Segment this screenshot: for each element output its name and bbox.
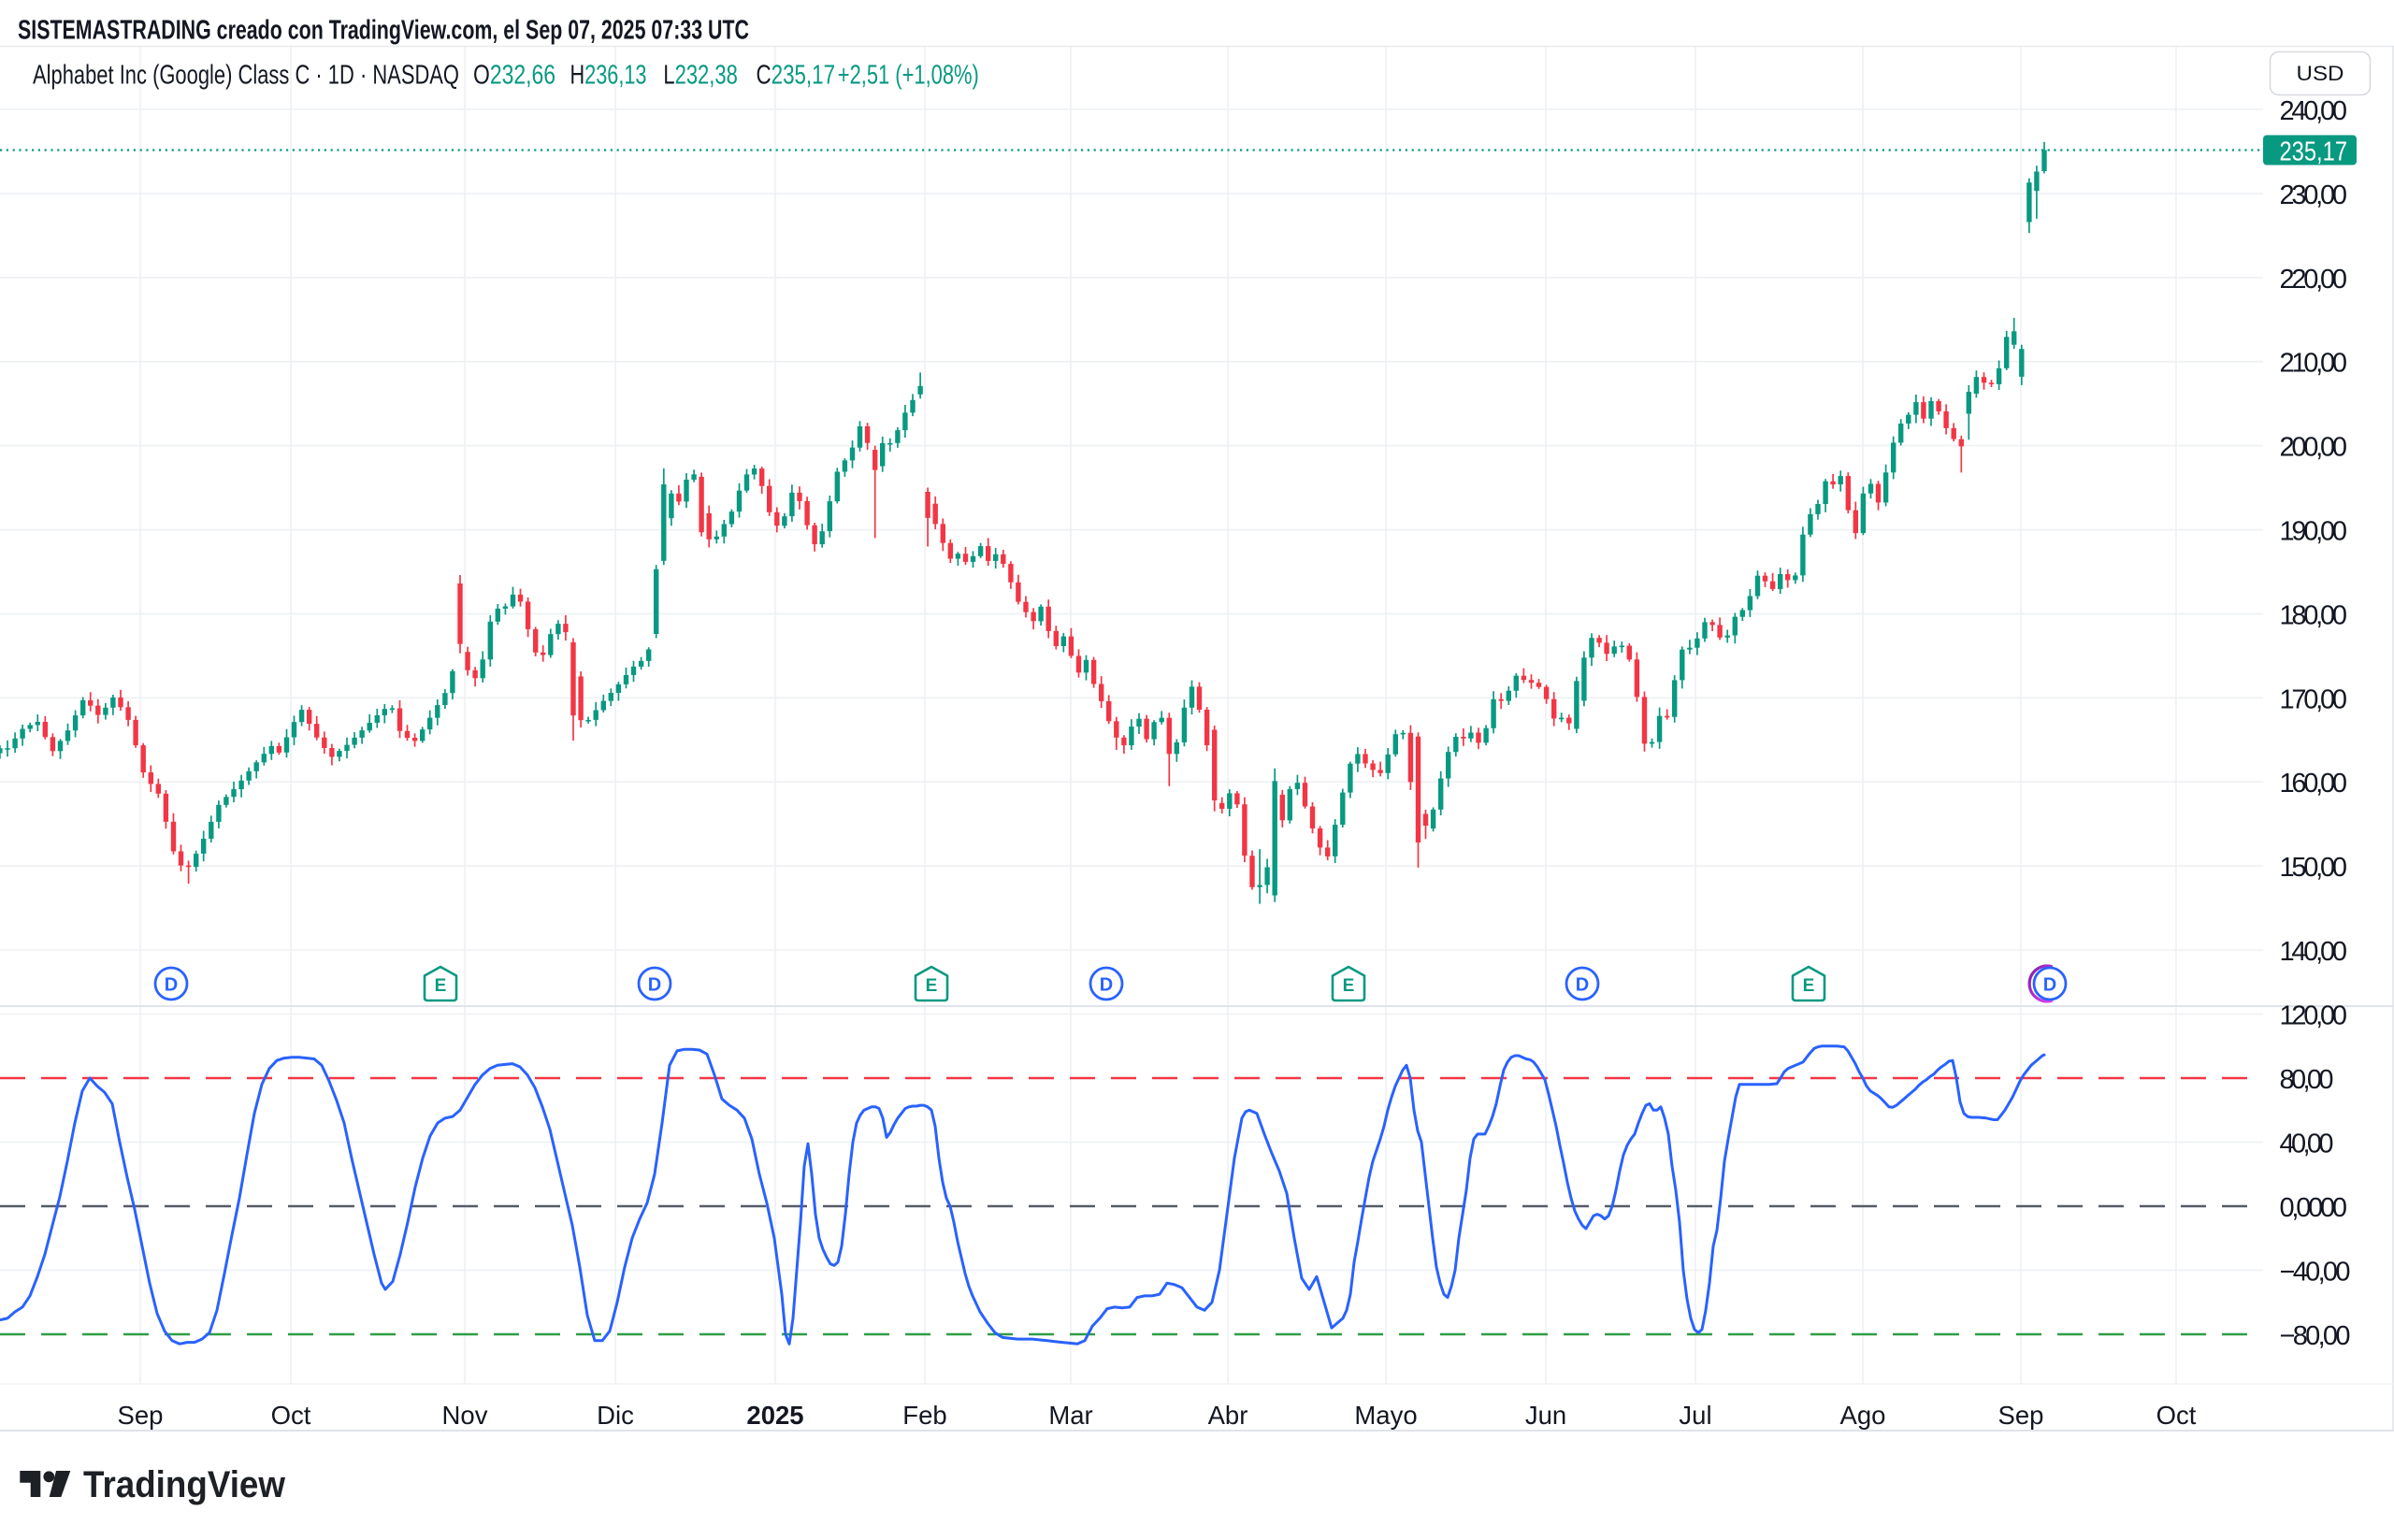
svg-text:240,00: 240,00 bbox=[2280, 96, 2348, 126]
svg-text:160,00: 160,00 bbox=[2280, 769, 2348, 799]
svg-text:Sep: Sep bbox=[1998, 1401, 2044, 1430]
svg-text:Jul: Jul bbox=[1679, 1401, 1711, 1430]
svg-text:Jun: Jun bbox=[1525, 1401, 1566, 1430]
svg-text:D: D bbox=[648, 975, 661, 996]
svg-text:−40,00: −40,00 bbox=[2280, 1258, 2351, 1288]
svg-text:220,00: 220,00 bbox=[2280, 265, 2348, 295]
svg-text:Oct: Oct bbox=[271, 1401, 311, 1430]
svg-text:200,00: 200,00 bbox=[2280, 433, 2348, 463]
svg-text:170,00: 170,00 bbox=[2280, 684, 2348, 714]
svg-text:210,00: 210,00 bbox=[2280, 349, 2348, 379]
svg-text:D: D bbox=[165, 975, 178, 996]
svg-text:E: E bbox=[1343, 976, 1355, 996]
svg-text:140,00: 140,00 bbox=[2280, 937, 2348, 967]
svg-text:2025: 2025 bbox=[746, 1401, 803, 1430]
svg-text:D: D bbox=[2043, 975, 2056, 996]
svg-text:0,0000: 0,0000 bbox=[2280, 1193, 2348, 1223]
svg-text:Alphabet Inc (Google) Class C: Alphabet Inc (Google) Class C · 1D · NAS… bbox=[33, 61, 459, 91]
svg-text:E: E bbox=[926, 976, 938, 996]
svg-text:−80,00: −80,00 bbox=[2280, 1321, 2351, 1351]
svg-text:D: D bbox=[1100, 975, 1113, 996]
svg-text:120,00: 120,00 bbox=[2280, 1001, 2348, 1031]
svg-text:190,00: 190,00 bbox=[2280, 517, 2348, 547]
svg-text:150,00: 150,00 bbox=[2280, 853, 2348, 883]
svg-text:C235,17: C235,17 bbox=[757, 61, 836, 91]
svg-text:180,00: 180,00 bbox=[2280, 600, 2348, 630]
svg-text:Ago: Ago bbox=[1840, 1401, 1886, 1430]
svg-text:Oct: Oct bbox=[2156, 1401, 2197, 1430]
svg-text:USD: USD bbox=[2297, 62, 2344, 85]
svg-text:E: E bbox=[1803, 976, 1815, 996]
svg-text:40,00: 40,00 bbox=[2280, 1130, 2334, 1159]
svg-text:D: D bbox=[1576, 975, 1589, 996]
svg-text:230,00: 230,00 bbox=[2280, 180, 2348, 210]
svg-text:H236,13: H236,13 bbox=[570, 61, 647, 91]
svg-text:L232,38: L232,38 bbox=[663, 61, 737, 91]
svg-text:Nov: Nov bbox=[442, 1401, 488, 1430]
svg-text:80,00: 80,00 bbox=[2280, 1065, 2334, 1095]
svg-text:SISTEMASTRADING creado con Tra: SISTEMASTRADING creado con TradingView.c… bbox=[18, 16, 749, 46]
svg-text:235,17: 235,17 bbox=[2280, 137, 2348, 167]
svg-text:Sep: Sep bbox=[118, 1401, 164, 1430]
svg-text:TradingView: TradingView bbox=[83, 1464, 286, 1505]
svg-text:Abr: Abr bbox=[1208, 1401, 1248, 1430]
svg-text:Dic: Dic bbox=[597, 1401, 634, 1430]
svg-text:E: E bbox=[435, 976, 447, 996]
svg-text:Feb: Feb bbox=[902, 1401, 946, 1430]
svg-text:+2,51 (+1,08%): +2,51 (+1,08%) bbox=[838, 61, 979, 91]
svg-text:Mar: Mar bbox=[1048, 1401, 1092, 1430]
svg-text:Mayo: Mayo bbox=[1354, 1401, 1417, 1430]
svg-text:O232,66: O232,66 bbox=[473, 61, 555, 91]
